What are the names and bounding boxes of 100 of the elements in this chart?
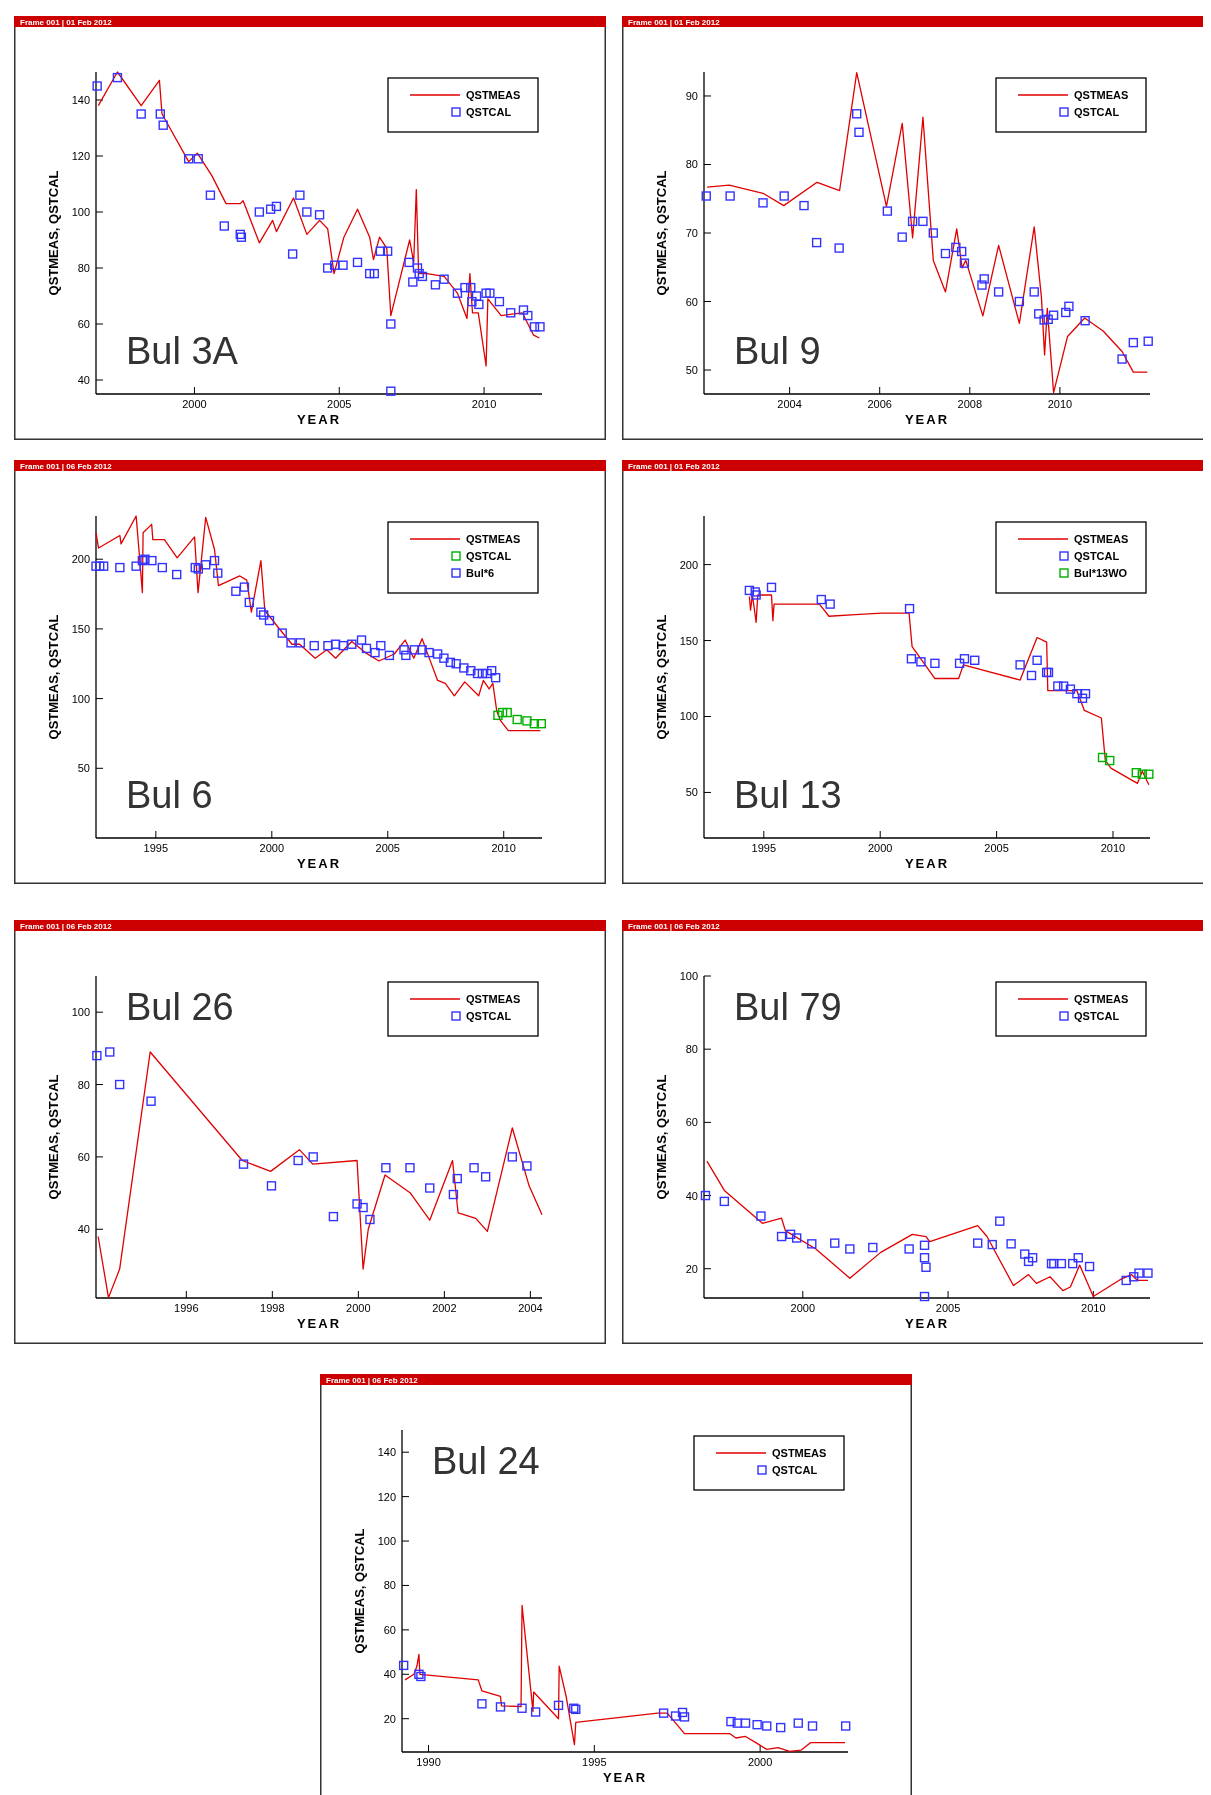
legend-label: QSTCAL [1074, 106, 1120, 118]
point [921, 1262, 931, 1272]
y-tick-label: 50 [77, 762, 90, 775]
point [482, 668, 492, 679]
point [1029, 287, 1039, 297]
legend-label: QSTCAL [466, 550, 512, 562]
point [183, 154, 194, 164]
point [467, 296, 477, 307]
point [254, 207, 265, 217]
text: Frame 001 | 06 Feb 2012 [20, 462, 113, 471]
point [382, 246, 393, 256]
text: Frame 001 | 01 Feb 2012 [628, 462, 721, 471]
point [399, 645, 409, 655]
point [1144, 769, 1154, 779]
legend-label: QSTMEAS [772, 1447, 827, 1459]
point [408, 277, 418, 287]
point [486, 666, 497, 676]
point [452, 1173, 462, 1184]
y-tick-label: 80 [77, 262, 90, 274]
point [1027, 1253, 1038, 1263]
y-tick-label: 80 [685, 1043, 698, 1056]
point [868, 1242, 878, 1253]
text: Bul 9 [734, 330, 821, 372]
point [369, 268, 380, 279]
legend-label: QSTMEAS [466, 993, 521, 1005]
y-tick-label: 60 [383, 1623, 396, 1636]
point [490, 673, 501, 683]
point [370, 647, 380, 658]
point [825, 599, 835, 609]
point [172, 569, 182, 580]
point [201, 560, 211, 570]
point [376, 640, 386, 651]
point [405, 1163, 415, 1173]
legend-label: QSTCAL [772, 1464, 818, 1476]
y-tick-label: 60 [685, 295, 698, 308]
point [529, 322, 540, 332]
point [495, 1702, 506, 1712]
x-tick-label: 2005 [984, 842, 1009, 854]
point [959, 258, 970, 268]
point [719, 1196, 730, 1207]
point [404, 257, 414, 268]
point [386, 319, 396, 329]
point [807, 1721, 818, 1731]
point [430, 280, 441, 290]
x-axis-title: YEAR [904, 856, 950, 871]
point [472, 668, 483, 679]
point [679, 1712, 690, 1722]
point [726, 1716, 736, 1727]
point [979, 274, 989, 284]
x-tick-label: 2005 [327, 398, 352, 410]
point [1023, 1256, 1034, 1267]
text: Bul 6 [126, 774, 213, 816]
point [916, 657, 926, 667]
point [1032, 655, 1042, 665]
x-axis-title: YEAR [296, 1316, 342, 1331]
point [973, 1238, 983, 1248]
point [928, 228, 939, 238]
y-tick-label: 120 [71, 150, 90, 162]
x-axis-title: YEAR [904, 412, 950, 427]
point [762, 1721, 772, 1731]
point [1006, 1239, 1016, 1249]
point [854, 127, 864, 137]
point [882, 206, 893, 216]
point [677, 1707, 688, 1718]
x-tick-label: 2010 [1047, 398, 1073, 410]
point [700, 1190, 711, 1201]
point [507, 1152, 518, 1162]
point [451, 659, 461, 669]
y-tick-label: 200 [71, 553, 90, 566]
x-tick-label: 2000 [182, 398, 207, 410]
point [264, 615, 275, 626]
point [265, 204, 276, 214]
point [987, 1239, 997, 1250]
point [522, 716, 532, 726]
point [1129, 1272, 1139, 1282]
point [1053, 681, 1063, 691]
text: Frame 001 | 06 Feb 2012 [20, 922, 113, 931]
point [352, 1199, 362, 1209]
point [147, 555, 157, 566]
point [852, 109, 862, 119]
legend-label: Bul*13WO [1074, 567, 1128, 579]
point [506, 308, 516, 318]
point [816, 594, 827, 605]
point [1077, 693, 1088, 703]
point [131, 561, 141, 571]
point [293, 1155, 303, 1166]
x-tick-label: 1998 [260, 1302, 285, 1314]
point [295, 638, 306, 648]
x-tick-label: 2002 [432, 1302, 457, 1314]
point [347, 639, 357, 649]
point [1061, 307, 1071, 318]
point [323, 640, 333, 651]
y-tick-label: 200 [679, 558, 698, 571]
point [286, 638, 296, 648]
point [92, 1050, 102, 1061]
y-tick-label: 90 [685, 89, 698, 102]
x-tick-label: 1995 [751, 842, 777, 854]
point [146, 1096, 156, 1106]
text: Frame 001 | 01 Feb 2012 [628, 18, 721, 27]
x-tick-label: 1995 [143, 842, 169, 854]
